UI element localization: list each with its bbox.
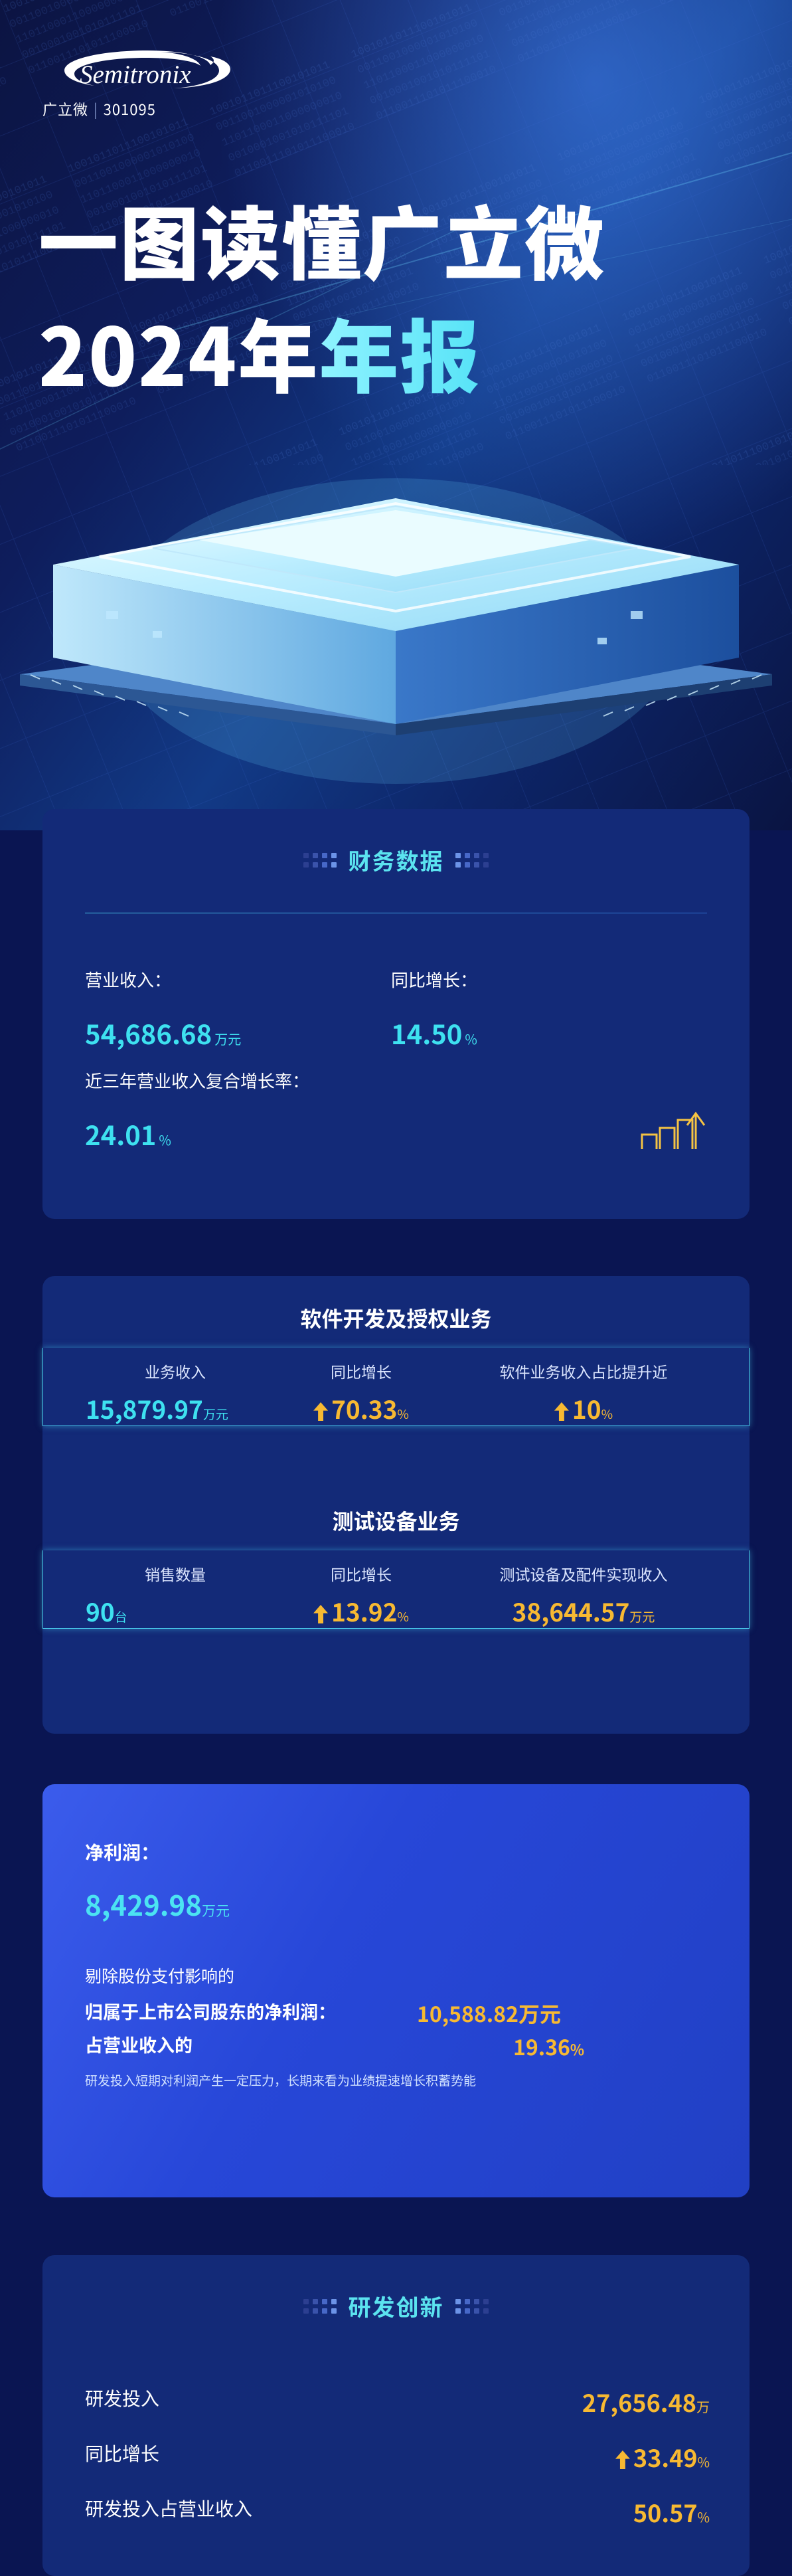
svg-text:Semitronix: Semitronix: [80, 60, 191, 89]
